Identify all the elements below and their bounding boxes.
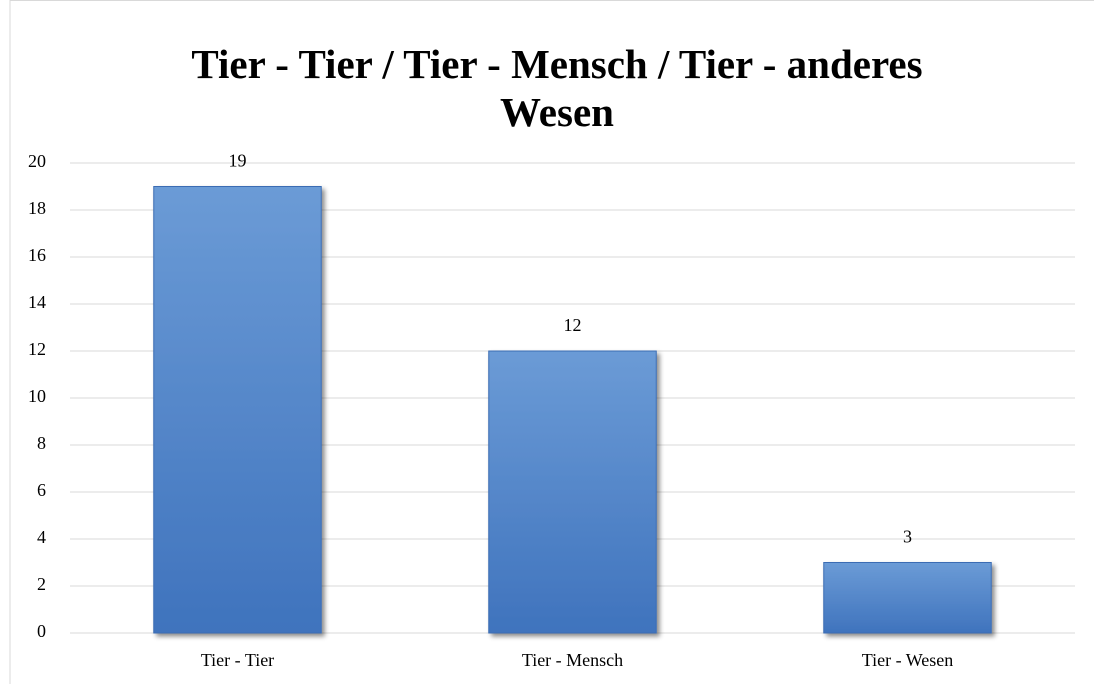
y-tick-label: 14 — [28, 292, 46, 312]
y-tick-label: 12 — [28, 339, 46, 359]
chart-frame — [9, 0, 1094, 684]
bar — [823, 562, 992, 634]
value-label: 12 — [564, 315, 582, 335]
chart-title: Tier - Tier / Tier - Mensch / Tier - and… — [191, 41, 923, 135]
y-tick-label: 6 — [37, 480, 46, 500]
y-tick-label: 4 — [37, 527, 46, 547]
y-tick-label: 10 — [28, 386, 46, 406]
y-tick-label: 16 — [28, 245, 46, 265]
x-tick-label: Tier - Wesen — [862, 650, 954, 670]
y-tick-label: 0 — [37, 621, 46, 641]
y-tick-label: 18 — [28, 198, 46, 218]
value-label: 19 — [229, 151, 247, 171]
bar — [488, 350, 657, 634]
x-tick-label: Tier - Mensch — [522, 650, 623, 670]
y-tick-label: 8 — [37, 433, 46, 453]
y-tick-label: 20 — [28, 151, 46, 171]
x-tick-label: Tier - Tier — [201, 650, 274, 670]
bar — [153, 186, 322, 634]
value-label: 3 — [903, 527, 912, 547]
y-tick-label: 2 — [37, 574, 46, 594]
